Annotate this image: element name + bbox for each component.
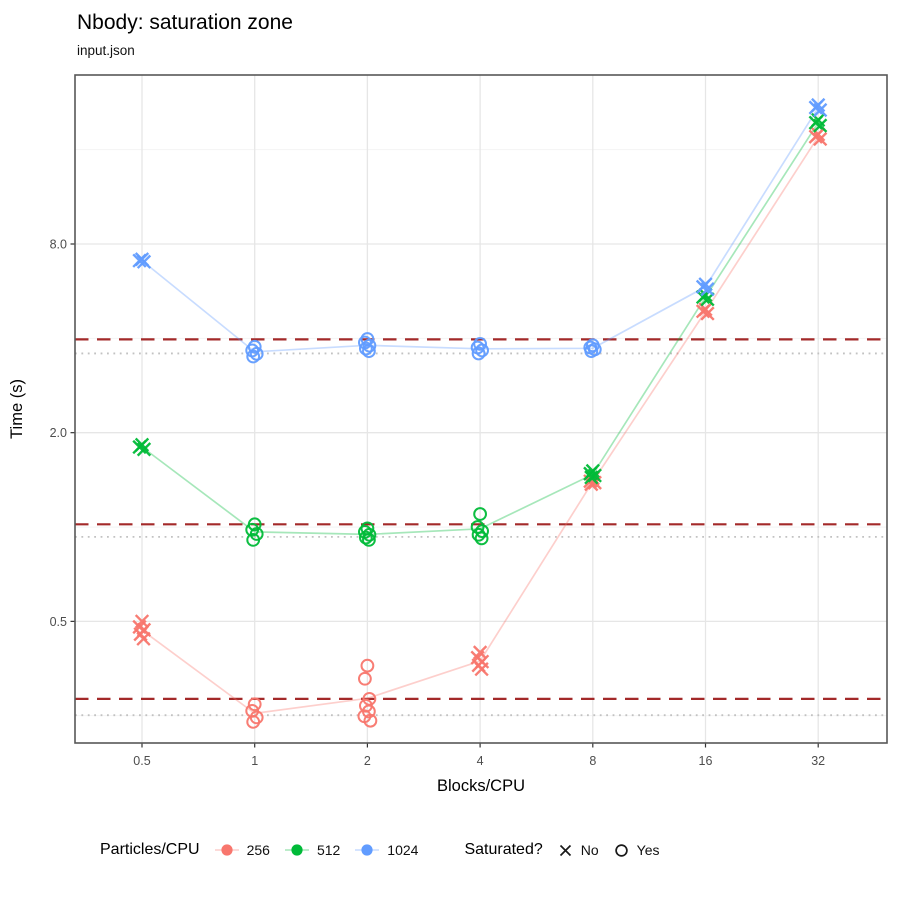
x-tick-label: 32 (811, 754, 825, 768)
y-tick-label: 8.0 (50, 238, 67, 252)
data-point-x-1024 (813, 102, 828, 118)
data-point-circle-1024 (584, 344, 599, 359)
data-point-circle-512 (475, 524, 490, 539)
legend-key-256-icon (214, 844, 239, 856)
chart-title: Nbody: saturation zone (77, 11, 293, 34)
legend-item-not-saturated[interactable]: No (557, 842, 599, 859)
x-tick-label: 0.5 (133, 754, 150, 768)
data-point-x-256 (813, 131, 828, 147)
data-point-circle-512 (473, 507, 488, 521)
x-tick-label: 16 (699, 754, 713, 768)
x-tick-label: 2 (364, 754, 371, 768)
legend-label-1024: 1024 (387, 842, 419, 858)
data-point-circle-512 (474, 531, 489, 546)
legend-label-yes: Yes (636, 842, 660, 858)
legend-item-saturated[interactable]: Yes (613, 842, 660, 859)
data-point-circle-1024 (475, 343, 490, 358)
data-point-circle-256 (358, 671, 372, 686)
y-axis-title: Time (s) (8, 379, 26, 439)
data-point-circle-256 (247, 697, 262, 712)
data-point-circle-1024 (362, 344, 376, 359)
data-point-x-512 (813, 118, 828, 133)
data-point-x-256 (474, 661, 489, 677)
data-point-x-256 (136, 631, 151, 646)
data-point-circle-1024 (362, 338, 377, 353)
data-point-circle-1024 (471, 346, 486, 361)
data-point-circle-512 (359, 530, 373, 545)
y-tick-label: 0.5 (50, 615, 67, 629)
circle-marker-icon (614, 843, 628, 857)
legend: Particles/CPU 256 512 1024 Saturated? No (100, 841, 659, 859)
chart-subtitle: input.json (77, 43, 135, 58)
data-point-x-512 (584, 470, 599, 485)
data-point-circle-512 (245, 522, 260, 537)
data-point-x-1024 (700, 282, 715, 297)
data-point-x-1024 (132, 253, 147, 268)
legend-item-256[interactable]: 256 (214, 842, 270, 858)
data-point-x-256 (700, 306, 715, 321)
legend-color-title: Particles/CPU (100, 841, 200, 858)
legend-item-1024[interactable]: 1024 (354, 842, 418, 858)
data-point-circle-512 (362, 532, 376, 547)
plot-generated-layers: 0.5 1 2 4 8 16 32 0.5 2.0 8.0 (50, 74, 888, 768)
legend-label-no: No (580, 842, 599, 858)
x-axis-title: Blocks/CPU (437, 777, 525, 795)
panel-border (74, 74, 888, 744)
x-tick-label: 8 (589, 754, 596, 768)
legend-key-512-icon (284, 844, 309, 856)
data-point-x-512 (136, 442, 152, 457)
legend-item-512[interactable]: 512 (284, 842, 340, 858)
legend-key-1024-icon (355, 844, 380, 856)
data-point-x-1024 (136, 254, 152, 269)
data-point-x-512 (583, 466, 598, 481)
plot-area: 0.5 1 2 4 8 16 32 0.5 2.0 8.0 Blocks/CPU Time (s) (8, 74, 888, 795)
data-point-circle-256 (360, 658, 375, 673)
data-point-circle-512 (246, 532, 261, 547)
data-point-circle-512 (471, 527, 486, 542)
y-tick-label: 2.0 (50, 426, 67, 440)
data-point-circle-1024 (249, 346, 264, 361)
x-marker-icon (559, 844, 571, 856)
data-point-circle-1024 (246, 349, 261, 364)
x-tick-label: 1 (251, 754, 258, 768)
data-point-circle-256 (363, 713, 378, 728)
data-point-circle-512 (362, 527, 377, 542)
legend-shape-title: Saturated? (464, 841, 543, 858)
legend-label-512: 512 (316, 842, 341, 858)
data-point-circle-1024 (359, 341, 373, 356)
x-tick-label: 4 (477, 754, 484, 768)
legend-label-256: 256 (246, 842, 270, 858)
data-point-circle-256 (246, 714, 261, 729)
